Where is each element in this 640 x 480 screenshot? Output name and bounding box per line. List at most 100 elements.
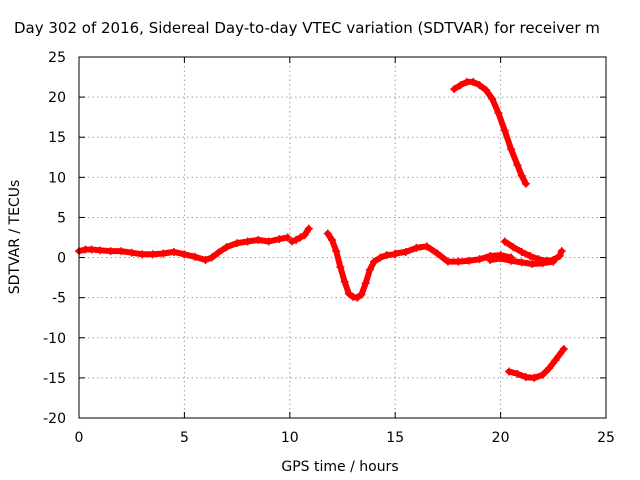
data-point bbox=[340, 277, 349, 286]
data-point bbox=[214, 248, 223, 257]
x-tick-label: 10 bbox=[281, 430, 299, 446]
data-point bbox=[559, 345, 568, 354]
data-point bbox=[433, 249, 442, 258]
data-point bbox=[336, 263, 345, 272]
x-tick-label: 0 bbox=[75, 430, 84, 446]
series bbox=[450, 77, 530, 188]
data-point bbox=[304, 224, 313, 233]
series bbox=[486, 254, 558, 268]
data-point bbox=[233, 239, 242, 248]
y-tick-label: 15 bbox=[48, 130, 66, 146]
data-point bbox=[496, 254, 505, 263]
plot-area-border bbox=[78, 56, 607, 419]
data-point bbox=[526, 251, 535, 260]
data-point bbox=[521, 373, 530, 382]
data-point bbox=[391, 249, 400, 258]
y-tick-label: -5 bbox=[52, 291, 66, 307]
data-point bbox=[353, 293, 362, 302]
data-point bbox=[283, 233, 292, 242]
series bbox=[287, 224, 313, 246]
data-point bbox=[555, 251, 564, 260]
data-point bbox=[300, 231, 309, 240]
data-point bbox=[464, 256, 473, 265]
data-point bbox=[517, 171, 526, 180]
y-tick-label: 25 bbox=[48, 50, 66, 66]
data-point bbox=[159, 249, 168, 258]
data-point bbox=[488, 94, 497, 103]
data-point bbox=[513, 161, 522, 170]
data-point bbox=[287, 237, 296, 246]
data-point bbox=[361, 279, 370, 288]
data-point bbox=[275, 235, 284, 244]
data-point bbox=[475, 255, 484, 264]
data-point bbox=[513, 369, 522, 378]
data-point bbox=[481, 85, 490, 94]
data-point bbox=[545, 364, 554, 373]
data-point bbox=[243, 237, 252, 246]
data-point bbox=[87, 245, 96, 254]
data-point bbox=[401, 247, 410, 256]
data-point bbox=[349, 292, 358, 301]
data-point bbox=[148, 250, 157, 259]
data-point bbox=[456, 81, 465, 90]
data-point bbox=[96, 246, 105, 255]
series bbox=[505, 345, 568, 382]
data-point bbox=[454, 257, 463, 266]
data-point bbox=[207, 253, 216, 262]
data-point bbox=[500, 237, 509, 246]
data-point bbox=[475, 81, 484, 90]
data-point bbox=[190, 252, 199, 261]
data-point bbox=[127, 248, 136, 257]
data-point bbox=[106, 247, 115, 256]
data-point bbox=[292, 235, 301, 244]
data-point bbox=[376, 253, 385, 262]
x-tick-label: 15 bbox=[386, 430, 404, 446]
y-axis-label: SDTVAR / TECUs bbox=[7, 180, 23, 295]
series bbox=[75, 233, 292, 264]
tick-marks bbox=[78, 56, 607, 419]
data-point bbox=[357, 290, 366, 299]
data-point bbox=[296, 233, 305, 242]
data-point bbox=[530, 373, 539, 382]
data-point bbox=[505, 367, 514, 376]
data-point bbox=[538, 370, 547, 379]
data-point bbox=[327, 235, 336, 244]
x-tick-label: 5 bbox=[180, 430, 189, 446]
data-point bbox=[138, 250, 147, 259]
y-tick-label: 20 bbox=[48, 90, 66, 106]
data-point bbox=[486, 255, 495, 264]
data-point bbox=[201, 255, 210, 264]
data-point bbox=[323, 229, 332, 238]
data-point bbox=[264, 237, 273, 246]
data-point bbox=[370, 257, 379, 266]
data-point bbox=[180, 250, 189, 259]
x-axis-label: GPS time / hours bbox=[281, 459, 398, 475]
y-tick-label: -10 bbox=[43, 331, 66, 347]
data-point bbox=[169, 247, 178, 256]
x-tick-label: 20 bbox=[492, 430, 510, 446]
data-point bbox=[469, 77, 478, 86]
data-point bbox=[517, 247, 526, 256]
data-point bbox=[507, 256, 516, 265]
data-point bbox=[344, 289, 353, 298]
y-tick-label: 5 bbox=[57, 210, 66, 226]
data-point bbox=[538, 259, 547, 268]
y-tick-label: -15 bbox=[43, 371, 66, 387]
y-axis-tick-labels: -20 -15 -10 -5 0 5 10 15 20 25 bbox=[43, 50, 66, 427]
data-point bbox=[412, 243, 421, 252]
data-point bbox=[254, 235, 263, 244]
data-point bbox=[222, 243, 231, 252]
data-point bbox=[422, 242, 431, 251]
data-point bbox=[557, 247, 566, 256]
data-point bbox=[507, 145, 516, 154]
data-point bbox=[551, 356, 560, 365]
data-point bbox=[509, 243, 518, 252]
data-point bbox=[443, 257, 452, 266]
data-point bbox=[528, 259, 537, 268]
data-point bbox=[382, 251, 391, 260]
series bbox=[323, 229, 400, 302]
data-point bbox=[332, 247, 341, 256]
y-tick-label: 0 bbox=[57, 251, 66, 267]
